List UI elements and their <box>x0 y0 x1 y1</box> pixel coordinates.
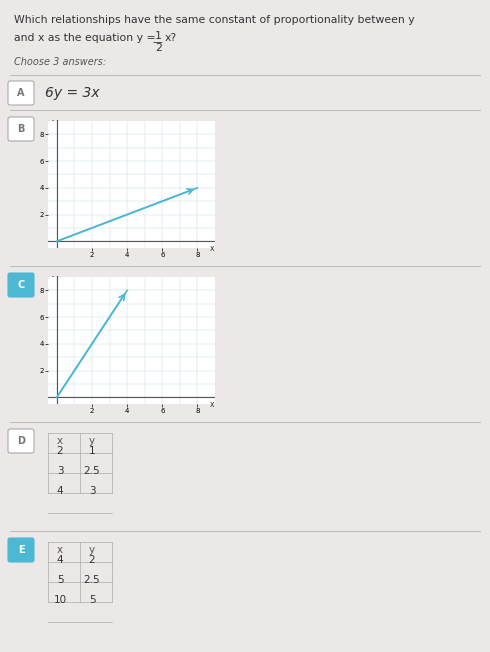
Text: Which relationships have the same constant of proportionality between y: Which relationships have the same consta… <box>14 15 415 25</box>
FancyBboxPatch shape <box>8 538 34 562</box>
FancyBboxPatch shape <box>8 81 34 105</box>
Text: 1: 1 <box>155 31 162 41</box>
Text: 2.5: 2.5 <box>84 466 100 476</box>
Text: Choose 3 answers:: Choose 3 answers: <box>14 57 106 67</box>
Text: y: y <box>89 545 95 555</box>
Text: 5: 5 <box>89 595 96 605</box>
Text: x: x <box>210 400 214 409</box>
Text: 2: 2 <box>155 43 162 53</box>
Text: —: — <box>153 37 163 47</box>
Text: B: B <box>17 124 24 134</box>
Text: 2.5: 2.5 <box>84 575 100 585</box>
FancyBboxPatch shape <box>8 117 34 141</box>
Text: 3: 3 <box>57 466 63 476</box>
Text: 3: 3 <box>89 486 96 496</box>
Text: A: A <box>17 88 25 98</box>
Text: 1: 1 <box>89 446 96 456</box>
Text: E: E <box>18 545 24 555</box>
Text: C: C <box>17 280 24 290</box>
Text: x?: x? <box>165 33 177 43</box>
Text: 10: 10 <box>53 595 67 605</box>
Text: 4: 4 <box>57 486 63 496</box>
Text: 2: 2 <box>57 446 63 456</box>
Text: y: y <box>51 274 58 284</box>
Text: 5: 5 <box>57 575 63 585</box>
Text: x: x <box>57 545 63 555</box>
Text: 6y = 3x: 6y = 3x <box>45 86 99 100</box>
Text: 4: 4 <box>57 555 63 565</box>
FancyBboxPatch shape <box>8 273 34 297</box>
Text: y: y <box>89 436 95 446</box>
Text: x: x <box>57 436 63 446</box>
Text: D: D <box>17 436 25 446</box>
Text: y: y <box>51 118 58 128</box>
Text: x: x <box>210 244 214 253</box>
FancyBboxPatch shape <box>8 429 34 453</box>
Text: and x as the equation y =: and x as the equation y = <box>14 33 159 43</box>
Text: 2: 2 <box>89 555 96 565</box>
